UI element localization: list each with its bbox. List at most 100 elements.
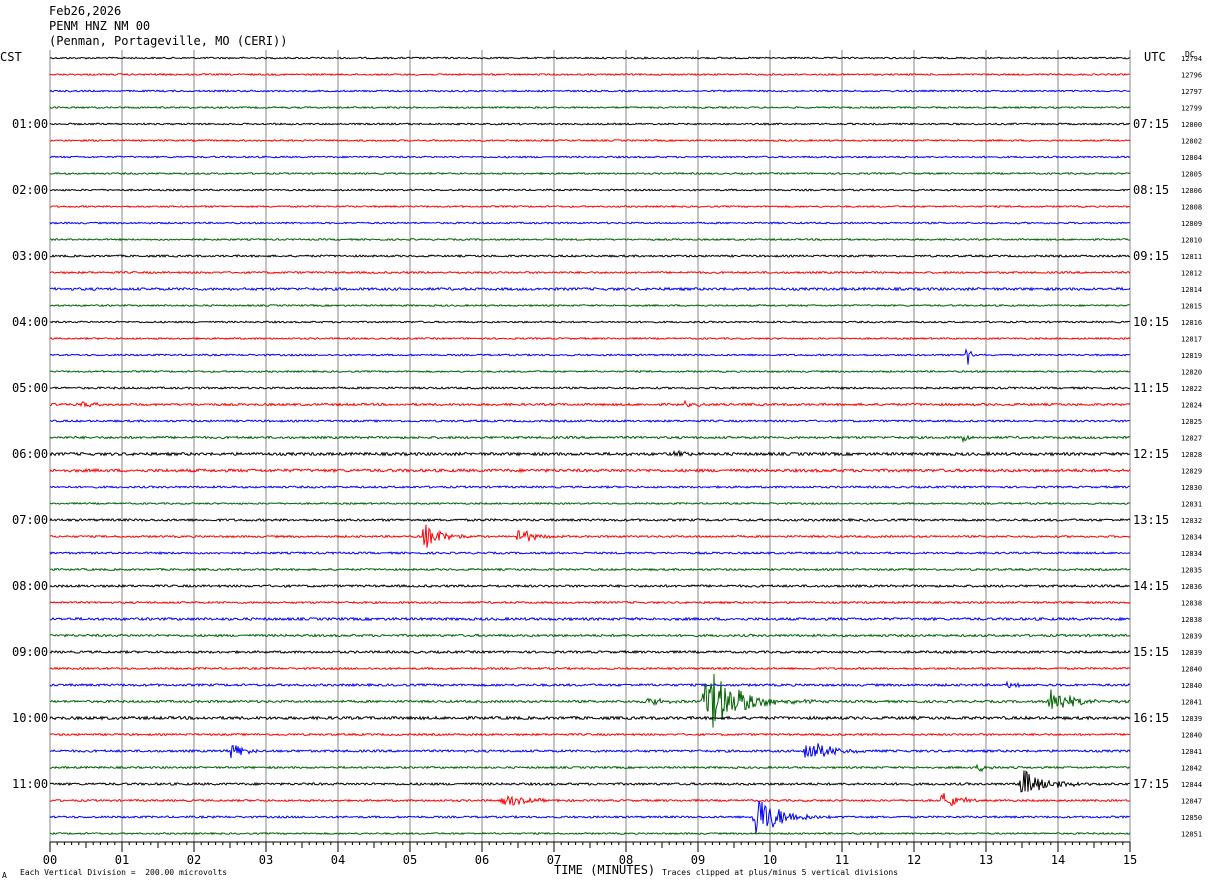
clip-note: Traces clipped at plus/minus 5 vertical …	[662, 868, 899, 877]
trace-dc-label-0: 12794	[1181, 55, 1202, 63]
trace-dc-label-5: 12802	[1181, 138, 1202, 146]
trace-dc-label-14: 12814	[1181, 286, 1202, 294]
dc-label: DC	[1185, 50, 1195, 59]
trace-1	[49, 72, 1131, 77]
left-hour-label-6: 07:00	[12, 513, 48, 527]
corner-mark: A	[2, 871, 7, 880]
right-hour-label-2: 09:15	[1133, 249, 1169, 263]
trace-29	[49, 524, 1131, 548]
trace-dc-label-24: 12828	[1181, 451, 1202, 459]
trace-39	[49, 673, 1131, 728]
trace-26	[49, 484, 1131, 490]
trace-dc-label-25: 12829	[1181, 468, 1202, 476]
trace-21	[50, 399, 1131, 408]
trace-dc-label-21: 12824	[1181, 402, 1202, 410]
trace-dc-label-41: 12840	[1181, 732, 1202, 740]
trace-dc-label-39: 12841	[1181, 699, 1202, 707]
x-tick-label-15: 15	[1123, 853, 1137, 867]
trace-22	[49, 419, 1131, 424]
trace-0	[49, 56, 1131, 60]
trace-dc-label-29: 12834	[1181, 534, 1202, 542]
trace-dc-label-47: 12851	[1181, 831, 1202, 839]
trace-dc-label-34: 12838	[1181, 616, 1202, 624]
trace-dc-label-36: 12839	[1181, 649, 1202, 657]
trace-19	[49, 369, 1131, 374]
trace-44	[49, 770, 1130, 793]
trace-10	[49, 221, 1131, 225]
left-hour-label-1: 02:00	[12, 183, 48, 197]
trace-2	[49, 89, 1131, 93]
right-hour-label-4: 11:15	[1133, 381, 1169, 395]
trace-47	[49, 831, 1131, 836]
right-hour-label-8: 15:15	[1133, 645, 1169, 659]
trace-27	[49, 501, 1131, 506]
trace-dc-label-23: 12827	[1181, 435, 1202, 443]
trace-46	[49, 800, 1131, 834]
trace-5	[49, 138, 1131, 143]
trace-30	[49, 551, 1131, 556]
x-tick-label-14: 14	[1051, 853, 1065, 867]
trace-dc-label-44: 12844	[1181, 781, 1202, 789]
trace-45	[49, 793, 1131, 807]
trace-9	[49, 204, 1131, 209]
x-tick-label-09: 09	[691, 853, 705, 867]
right-hour-label-9: 16:15	[1133, 711, 1169, 725]
trace-dc-label-3: 12799	[1181, 105, 1202, 113]
trace-41	[49, 732, 1131, 737]
trace-dc-label-42: 12841	[1181, 748, 1202, 756]
trace-16	[49, 320, 1131, 324]
left-hour-label-4: 05:00	[12, 381, 48, 395]
x-tick-label-01: 01	[115, 853, 129, 867]
trace-dc-label-7: 12805	[1181, 171, 1202, 179]
trace-dc-label-40: 12839	[1181, 715, 1202, 723]
trace-dc-label-45: 12847	[1181, 798, 1202, 806]
trace-dc-label-1: 12796	[1181, 72, 1202, 80]
trace-28	[49, 517, 1131, 523]
trace-20	[50, 386, 1131, 391]
right-hour-label-7: 14:15	[1133, 579, 1169, 593]
trace-37	[49, 666, 1131, 671]
x-tick-label-12: 12	[907, 853, 921, 867]
x-axis-title: TIME (MINUTES)	[554, 863, 656, 877]
x-tick-label-05: 05	[403, 853, 417, 867]
trace-33	[49, 600, 1131, 605]
trace-dc-label-16: 12816	[1181, 319, 1202, 327]
x-tick-label-11: 11	[835, 853, 849, 867]
date-label: Feb26,2026	[49, 4, 122, 18]
right-hour-label-10: 17:15	[1133, 777, 1169, 791]
trace-dc-label-37: 12840	[1181, 666, 1202, 674]
trace-18	[49, 347, 1131, 365]
trace-38	[49, 680, 1131, 689]
left-hour-label-9: 10:00	[12, 711, 48, 725]
trace-13	[49, 270, 1131, 275]
trace-dc-label-15: 12815	[1181, 303, 1202, 311]
trace-17	[49, 336, 1131, 341]
trace-dc-label-8: 12806	[1181, 187, 1202, 195]
x-tick-label-03: 03	[259, 853, 273, 867]
trace-dc-label-12: 12811	[1181, 253, 1202, 261]
left-hour-label-0: 01:00	[12, 117, 48, 131]
trace-31	[49, 567, 1131, 572]
trace-dc-label-35: 12839	[1181, 633, 1202, 641]
trace-dc-label-13: 12812	[1181, 270, 1202, 278]
trace-dc-label-38: 12840	[1181, 682, 1202, 690]
right-hour-label-5: 12:15	[1133, 447, 1169, 461]
trace-43	[49, 763, 1131, 773]
trace-23	[49, 434, 1131, 444]
trace-dc-label-20: 12822	[1181, 385, 1202, 393]
left-hour-label-3: 04:00	[12, 315, 48, 329]
left-hour-label-10: 11:00	[12, 777, 48, 791]
left-hour-label-8: 09:00	[12, 645, 48, 659]
trace-dc-label-19: 12820	[1181, 369, 1202, 377]
left-hour-label-5: 06:00	[12, 447, 48, 461]
trace-dc-label-46: 12850	[1181, 814, 1202, 822]
trace-34	[49, 616, 1131, 622]
x-tick-label-00: 00	[43, 853, 57, 867]
right-timezone-label: UTC	[1144, 50, 1166, 64]
trace-dc-label-31: 12835	[1181, 567, 1202, 575]
trace-24	[49, 449, 1131, 457]
trace-14	[49, 286, 1131, 292]
trace-dc-label-27: 12831	[1181, 501, 1202, 509]
trace-dc-label-9: 12808	[1181, 204, 1202, 212]
